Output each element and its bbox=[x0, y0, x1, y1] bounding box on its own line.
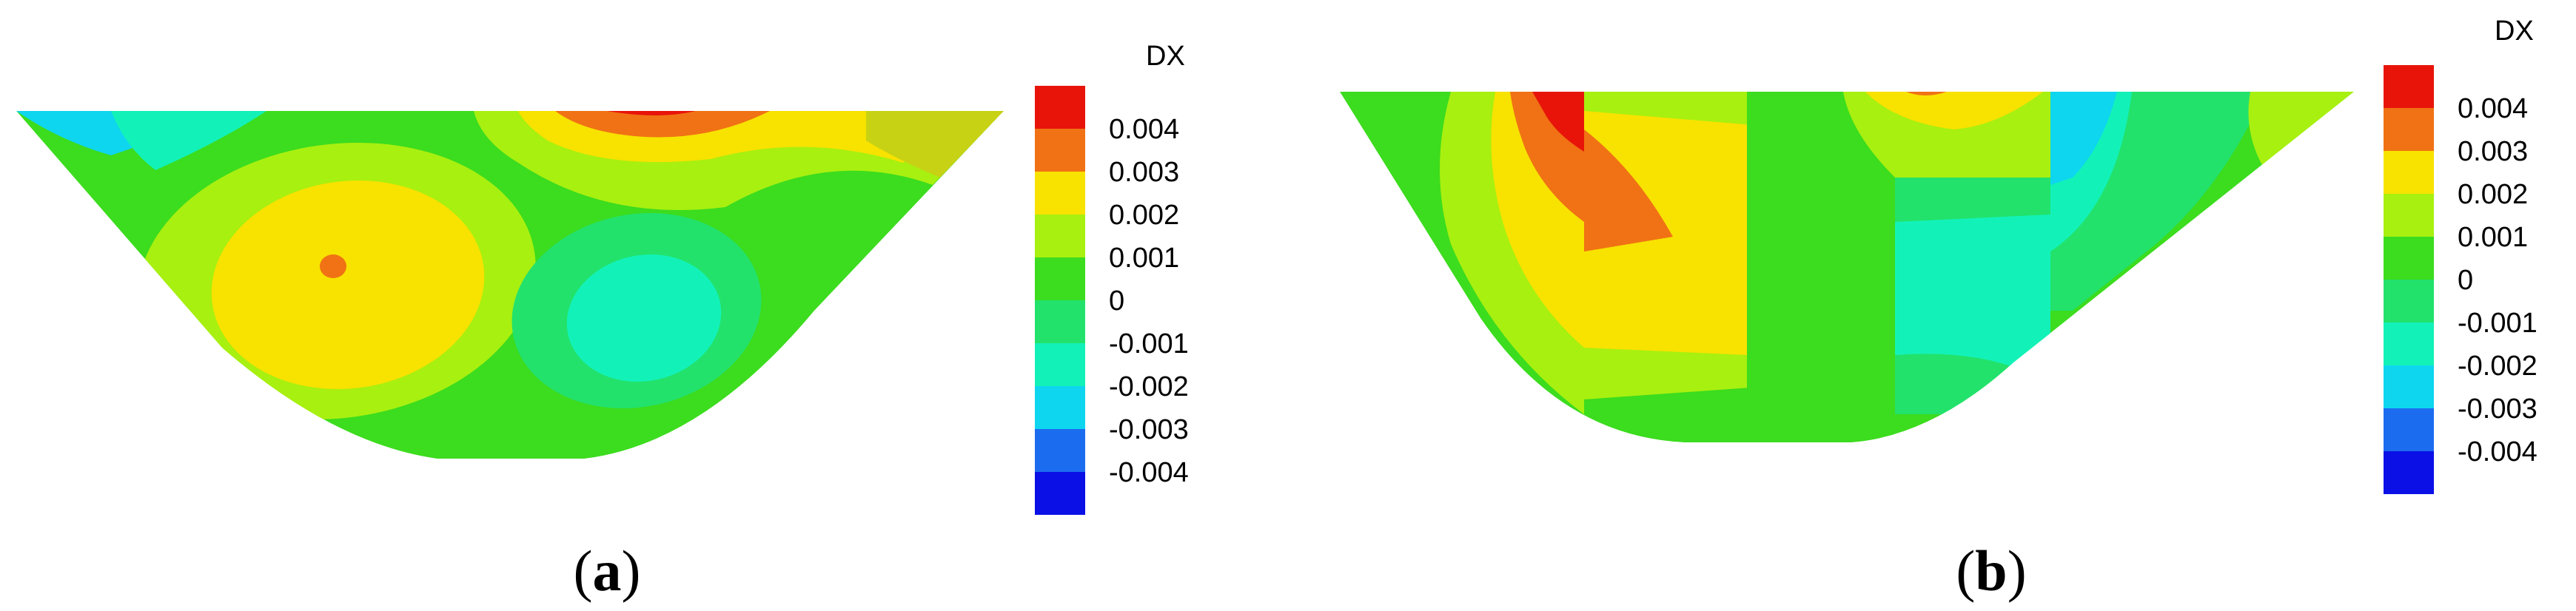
legend-a-tick-label: 0.003 bbox=[1109, 157, 1179, 188]
contour-b-yellow-topmid bbox=[1865, 92, 2043, 129]
legend-a-tick-label: -0.002 bbox=[1109, 371, 1189, 402]
contour-b-yellow-block bbox=[1584, 111, 1762, 355]
contour-a-teal-right bbox=[566, 254, 722, 382]
legend-b-swatch bbox=[2384, 323, 2434, 365]
legend-a-tick-label: -0.001 bbox=[1109, 328, 1189, 359]
legend-b-tick-label: 0.002 bbox=[2458, 179, 2528, 210]
legend-a: DX 0.004 0.003 0.002 0.001 0 -0.001 -0.002 -0.00… bbox=[1035, 41, 1189, 515]
legend-a-swatch bbox=[1035, 300, 1085, 343]
legend-b-tick-label: 0.003 bbox=[2458, 136, 2528, 167]
contour-b-green-column bbox=[1747, 92, 1895, 442]
contour-plot-b bbox=[1340, 92, 2354, 442]
legend-a-swatch bbox=[1035, 472, 1085, 515]
contour-b-mint-right bbox=[2050, 92, 2265, 311]
legend-b-swatch bbox=[2384, 408, 2434, 451]
legend-a-tick-label: 0.004 bbox=[1109, 114, 1179, 145]
caption-b: (b) bbox=[1956, 539, 2026, 603]
contour-b-lime-right bbox=[2248, 92, 2354, 170]
legend-b-tick-label: 0 bbox=[2458, 265, 2473, 296]
legend-b-swatch bbox=[2384, 194, 2434, 237]
legend-b-swatch bbox=[2384, 237, 2434, 280]
contour-a-orange-peak bbox=[320, 254, 346, 278]
legend-a-tick-label: -0.003 bbox=[1109, 414, 1189, 445]
legend-a-swatch bbox=[1035, 172, 1085, 215]
panel-b bbox=[1340, 92, 2354, 442]
contour-b-orange-block bbox=[1584, 129, 1673, 252]
legend-a-swatch bbox=[1035, 129, 1085, 172]
legend-b-swatch bbox=[2384, 365, 2434, 408]
legend-b-tick-label: -0.004 bbox=[2458, 436, 2538, 467]
legend-b-title: DX bbox=[2495, 16, 2534, 47]
legend-a-tick-label: 0.002 bbox=[1109, 200, 1179, 231]
legend-a-swatch bbox=[1035, 386, 1085, 429]
caption-a-letter: a bbox=[593, 539, 622, 603]
caption-b-letter: b bbox=[1975, 539, 2007, 603]
contour-a-yellow-left bbox=[211, 180, 485, 390]
legend-b-swatch bbox=[2384, 108, 2434, 151]
contour-a-olive-right bbox=[866, 111, 1004, 178]
legend-a-swatch bbox=[1035, 215, 1085, 257]
contour-a-orange-top bbox=[555, 111, 770, 138]
legend-a-swatch bbox=[1035, 343, 1085, 386]
panel-a bbox=[16, 111, 1004, 459]
legend-b-tick-label: 0.004 bbox=[2458, 93, 2528, 124]
legend-b-swatch bbox=[2384, 451, 2434, 494]
contour-b-teal-block bbox=[1895, 215, 2050, 385]
legend-b-tick-label: -0.002 bbox=[2458, 351, 2538, 382]
contour-b-red-topleft bbox=[1532, 92, 1584, 152]
caption-a: (a) bbox=[574, 539, 641, 603]
contour-b-orange-topmid bbox=[1906, 92, 1947, 95]
legend-b-tick-label: 0.001 bbox=[2458, 222, 2528, 253]
legend-a-tick-label: -0.004 bbox=[1109, 457, 1189, 488]
legend-a-swatch bbox=[1035, 429, 1085, 472]
legend-a-swatch bbox=[1035, 86, 1085, 129]
contour-a-teal-top bbox=[111, 111, 266, 170]
legend-a-tick-label: 0 bbox=[1109, 286, 1124, 317]
legend-a-tick-label: 0.001 bbox=[1109, 243, 1179, 274]
legend-b: DX 0.004 0.003 0.002 0.001 0 -0.001 -0.002 -0.00… bbox=[2384, 16, 2538, 494]
legend-b-swatch bbox=[2384, 280, 2434, 323]
legend-b-swatch bbox=[2384, 151, 2434, 194]
contour-plot-a bbox=[16, 111, 1004, 459]
legend-b-tick-label: -0.003 bbox=[2458, 394, 2538, 425]
contour-b-cyan-right bbox=[2050, 92, 2117, 185]
legend-b-swatch bbox=[2384, 65, 2434, 108]
legend-a-title: DX bbox=[1146, 41, 1185, 72]
legend-b-tick-label: -0.001 bbox=[2458, 308, 2538, 339]
legend-a-swatch bbox=[1035, 257, 1085, 300]
contour-a-red-top bbox=[607, 111, 696, 115]
